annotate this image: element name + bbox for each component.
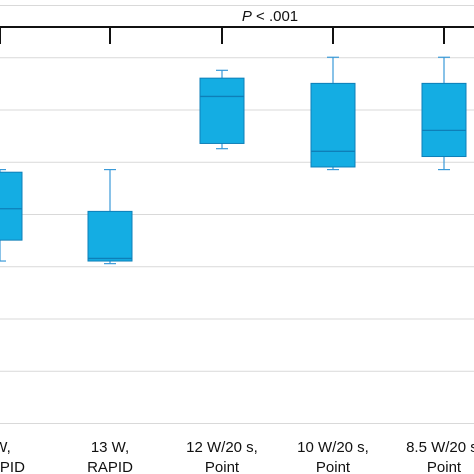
x-tick-label: RAPID <box>87 459 133 474</box>
x-tick-label: W, <box>0 439 11 456</box>
box-iqr <box>199 77 245 144</box>
box-iqr <box>421 82 467 158</box>
box-group <box>0 168 23 262</box>
x-tick-label: 10 W/20 s, <box>297 439 369 456</box>
p-value-text: < .001 <box>252 8 298 25</box>
gridlines <box>0 5 474 424</box>
box-iqr <box>310 82 356 168</box>
x-tick-label: 13 W, <box>91 439 129 456</box>
p-symbol: P <box>242 8 252 25</box>
box-group <box>310 56 356 171</box>
significance-label: P < .001 <box>242 8 298 25</box>
x-tick-label: Point <box>205 459 240 474</box>
boxes <box>0 56 467 265</box>
box-iqr <box>87 210 133 262</box>
box-group <box>199 69 245 150</box>
x-tick-label: Point <box>316 459 351 474</box>
box-iqr <box>0 171 23 241</box>
category-labels: W, RAPID 13 W, RAPID 12 W/20 s, Point 10 W/20 … <box>0 439 474 474</box>
x-tick-label: 12 W/20 s, <box>186 439 258 456</box>
box-group <box>421 56 467 171</box>
x-tick-label: 8.5 W/20 s, <box>406 439 474 456</box>
significance-bracket <box>0 26 474 44</box>
x-tick-label: Point <box>427 459 462 474</box>
box-group <box>87 168 133 265</box>
x-tick-label: RAPID <box>0 459 25 474</box>
